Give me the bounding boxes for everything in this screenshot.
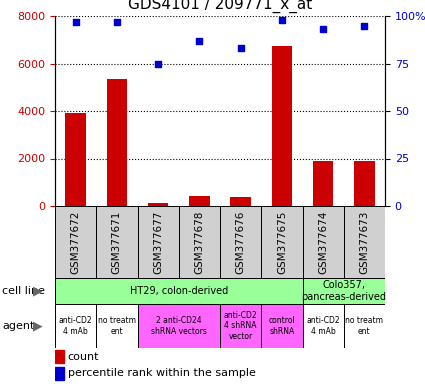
Bar: [261, 206, 303, 278]
Text: anti-CD2
4 mAb: anti-CD2 4 mAb: [59, 316, 92, 336]
Text: HT29, colon-derived: HT29, colon-derived: [130, 286, 228, 296]
Title: GDS4101 / 209771_x_at: GDS4101 / 209771_x_at: [128, 0, 312, 13]
Text: GSM377675: GSM377675: [277, 210, 287, 274]
Text: anti-CD2
4 mAb: anti-CD2 4 mAb: [306, 316, 340, 336]
Bar: [55, 304, 96, 348]
Bar: [272, 46, 292, 206]
Text: anti-CD2
4 shRNA
vector: anti-CD2 4 shRNA vector: [224, 311, 258, 341]
Text: ▶: ▶: [33, 285, 43, 298]
Text: Colo357,
pancreas-derived: Colo357, pancreas-derived: [301, 280, 386, 302]
Text: GSM377678: GSM377678: [194, 210, 204, 274]
Bar: [303, 304, 344, 348]
Text: no treatm
ent: no treatm ent: [98, 316, 136, 336]
Bar: [96, 304, 138, 348]
Bar: [179, 206, 220, 278]
Bar: [230, 197, 251, 206]
Bar: [55, 350, 64, 363]
Text: 2 anti-CD24
shRNA vectors: 2 anti-CD24 shRNA vectors: [151, 316, 207, 336]
Bar: [148, 203, 168, 206]
Bar: [261, 304, 303, 348]
Point: [320, 26, 326, 32]
Text: percentile rank within the sample: percentile rank within the sample: [68, 368, 255, 378]
Point: [196, 38, 203, 44]
Bar: [55, 278, 303, 304]
Point: [278, 17, 285, 23]
Text: GSM377674: GSM377674: [318, 210, 328, 274]
Bar: [344, 206, 385, 278]
Bar: [189, 196, 210, 206]
Bar: [220, 304, 261, 348]
Bar: [303, 206, 344, 278]
Point: [113, 19, 120, 25]
Point: [237, 45, 244, 51]
Text: GSM377673: GSM377673: [360, 210, 369, 274]
Bar: [303, 278, 385, 304]
Bar: [220, 206, 261, 278]
Bar: [65, 113, 86, 206]
Bar: [107, 79, 127, 206]
Bar: [55, 206, 96, 278]
Text: agent: agent: [2, 321, 34, 331]
Bar: [344, 304, 385, 348]
Text: no treatm
ent: no treatm ent: [346, 316, 383, 336]
Text: count: count: [68, 352, 99, 362]
Text: control
shRNA: control shRNA: [269, 316, 295, 336]
Text: GSM377676: GSM377676: [235, 210, 246, 274]
Bar: [96, 206, 138, 278]
Text: cell line: cell line: [2, 286, 45, 296]
Bar: [354, 161, 375, 206]
Point: [72, 19, 79, 25]
Bar: [55, 367, 64, 380]
Bar: [313, 161, 334, 206]
Text: GSM377677: GSM377677: [153, 210, 163, 274]
Point: [155, 60, 162, 66]
Bar: [138, 304, 220, 348]
Point: [361, 22, 368, 28]
Bar: [138, 206, 179, 278]
Text: ▶: ▶: [33, 319, 43, 333]
Text: GSM377672: GSM377672: [71, 210, 81, 274]
Text: GSM377671: GSM377671: [112, 210, 122, 274]
